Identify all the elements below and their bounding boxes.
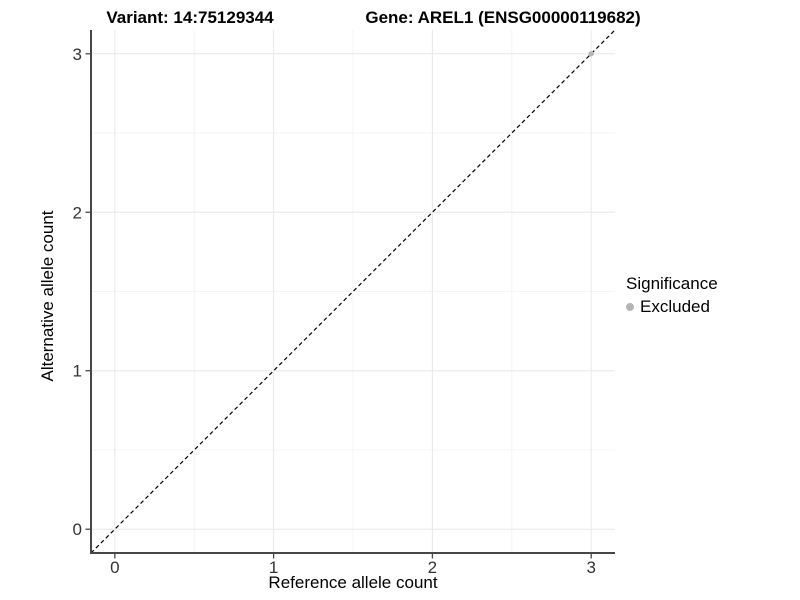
data-point <box>588 51 594 57</box>
legend-entry-excluded: Excluded <box>626 297 718 317</box>
y-tick-label: 2 <box>73 203 82 222</box>
plot-title-gene: Gene: AREL1 (ENSG00000119682) <box>365 8 641 27</box>
legend-entry-label: Excluded <box>640 297 710 316</box>
identity-dashed-line <box>90 29 616 554</box>
legend-point-icon <box>626 303 634 311</box>
legend-title: Significance <box>626 274 718 293</box>
x-tick-label: 3 <box>586 558 595 577</box>
x-tick-label: 1 <box>269 558 278 577</box>
x-tick-label: 0 <box>110 558 119 577</box>
plot-title-variant: Variant: 14:75129344 <box>106 8 274 27</box>
y-tick-label: 0 <box>73 520 82 539</box>
y-tick-label: 1 <box>73 362 82 381</box>
x-axis-title: Reference allele count <box>268 573 438 592</box>
y-tick-label: 3 <box>73 45 82 64</box>
y-axis-title: Alternative allele count <box>38 210 57 382</box>
legend: Significance Excluded <box>626 274 718 317</box>
x-tick-label: 2 <box>428 558 437 577</box>
